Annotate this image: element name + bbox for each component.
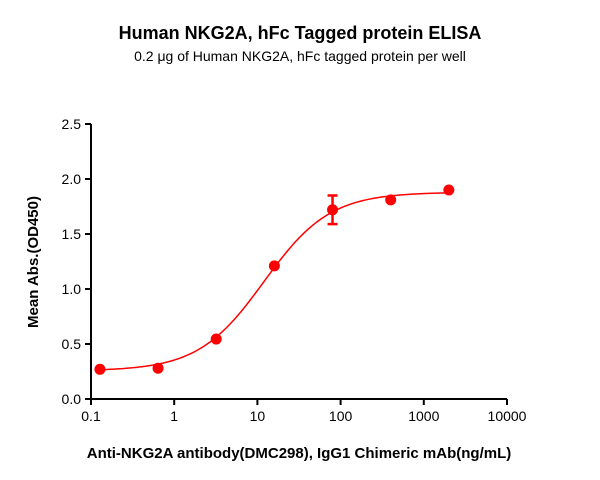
data-point xyxy=(327,204,339,216)
y-tick-label: 0.0 xyxy=(62,391,82,407)
y-tick-label: 2.5 xyxy=(62,116,82,132)
data-point xyxy=(94,363,106,375)
x-tick-label: 0.1 xyxy=(81,408,101,424)
x-tick-label: 10000 xyxy=(488,408,527,424)
data-point xyxy=(443,184,455,196)
y-tick-label: 1.0 xyxy=(62,281,82,297)
y-tick-label: 2.0 xyxy=(62,171,82,187)
fit-curve xyxy=(99,192,449,371)
data-point xyxy=(385,194,397,206)
x-tick-label: 10 xyxy=(250,408,266,424)
data-point xyxy=(210,333,222,345)
chart-subtitle: 0.2 μg of Human NKG2A, hFc tagged protei… xyxy=(134,48,466,64)
chart-title: Human NKG2A, hFc Tagged protein ELISA xyxy=(119,23,482,43)
x-tick-label: 100 xyxy=(329,408,353,424)
data-point xyxy=(152,362,164,374)
x-tick-label: 1000 xyxy=(408,408,439,424)
x-tick-label: 1 xyxy=(170,408,178,424)
data-point xyxy=(268,260,280,272)
y-axis-label: Mean Abs.(OD450) xyxy=(25,196,42,328)
y-tick-label: 0.5 xyxy=(62,336,82,352)
x-axis-label: Anti-NKG2A antibody(DMC298), IgG1 Chimer… xyxy=(87,445,511,462)
y-tick-label: 1.5 xyxy=(62,226,82,242)
